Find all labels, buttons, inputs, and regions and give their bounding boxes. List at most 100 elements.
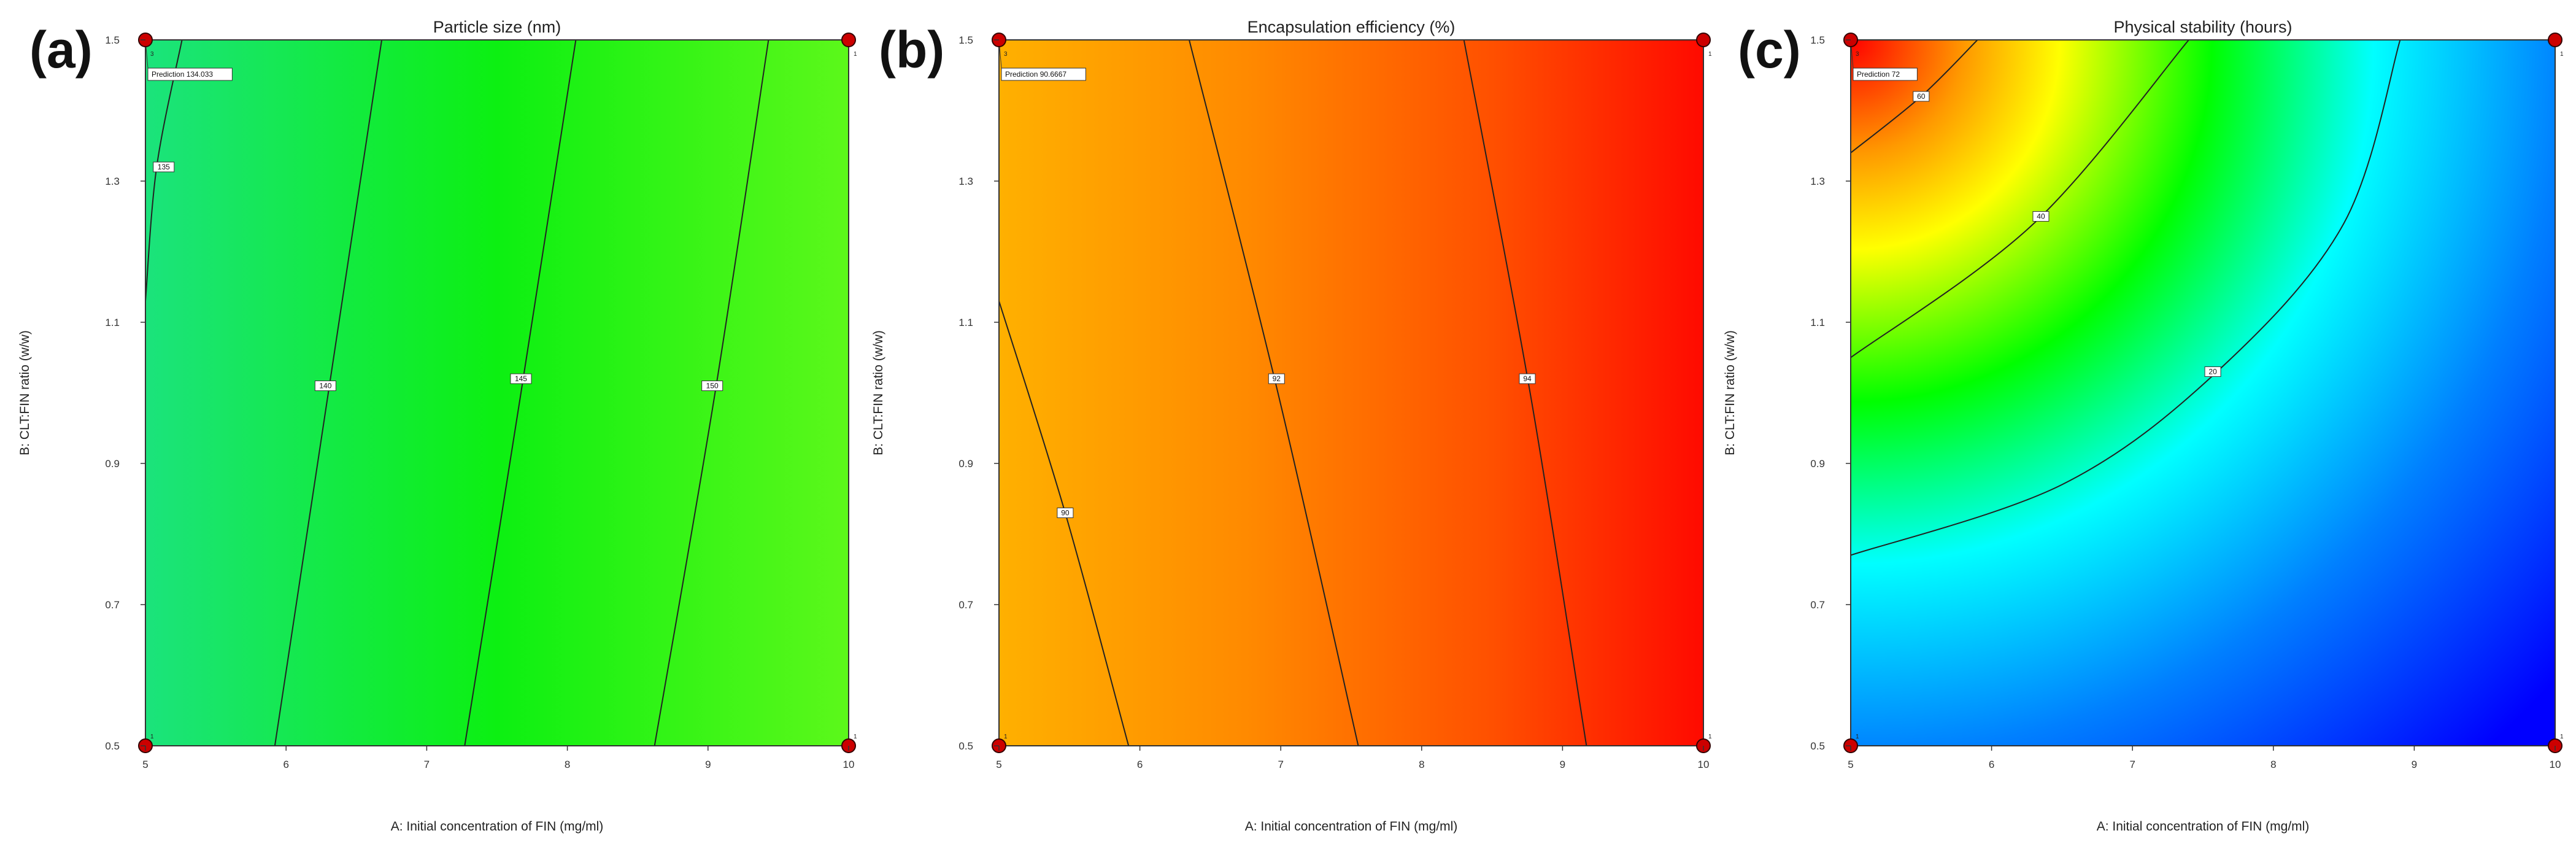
contour-color-field: [145, 40, 849, 746]
contour-label: 40: [2037, 212, 2045, 221]
x-tick-label: 5: [1848, 759, 1853, 770]
prediction-text: Prediction 72: [1857, 70, 1900, 79]
y-axis-label: B: CLT:FIN ratio (w/w): [18, 330, 32, 455]
plot-frame: [998, 39, 1704, 746]
plot-frame: [1850, 39, 2556, 746]
y-axis-label: B: CLT:FIN ratio (w/w): [1723, 330, 1737, 455]
design-point-count: 1: [1708, 51, 1712, 58]
chart-panel-1: 135 140 145 150 Prediction 134.033 3 1 1 1 5 6 7 8 9 1…: [18, 18, 857, 834]
x-axis-label: A: Initial concentration of FIN (mg/ml): [1245, 819, 1458, 834]
chart-title: Physical stability (hours): [2113, 18, 2292, 36]
x-tick-label: 10: [2550, 759, 2561, 770]
y-tick-label: 1.3: [1810, 176, 1825, 187]
contour-label: 140: [319, 382, 331, 390]
contour-label: 92: [1273, 374, 1281, 383]
contour-line-92: [1189, 39, 1359, 746]
design-point-count: 3: [1004, 51, 1008, 58]
design-point-count: 3: [1856, 51, 1859, 58]
y-tick-label: 0.9: [105, 458, 120, 470]
y-tick-label: 1.3: [958, 176, 973, 187]
y-tick-label: 0.7: [958, 599, 973, 611]
contour-label: 60: [1917, 92, 1926, 101]
x-tick-label: 8: [2270, 759, 2276, 770]
y-tick-label: 0.7: [1810, 599, 1825, 611]
chart-title: Particle size (nm): [433, 18, 561, 36]
design-point-count: 3: [150, 51, 154, 58]
x-tick-label: 7: [1278, 759, 1283, 770]
contour-label-box: [510, 373, 532, 384]
x-tick-label: 8: [565, 759, 570, 770]
x-tick-label: 9: [705, 759, 711, 770]
contour-line-150: [654, 39, 769, 746]
x-axis-label: A: Initial concentration of FIN (mg/ml): [391, 819, 604, 834]
contour-line-94: [1463, 39, 1587, 746]
x-tick-label: 6: [283, 759, 288, 770]
chart-title: Encapsulation efficiency (%): [1248, 18, 1456, 36]
contour-color-field: [999, 40, 1703, 746]
y-tick-label: 1.5: [958, 34, 973, 46]
y-tick-label: 0.7: [105, 599, 120, 611]
design-point-count: 1: [1004, 734, 1008, 740]
contour-label-box: [153, 161, 175, 172]
design-point-count: 1: [1708, 734, 1712, 740]
y-tick-label: 1.1: [958, 317, 973, 328]
x-axis-label: A: Initial concentration of FIN (mg/ml): [2097, 819, 2310, 834]
prediction-box: [147, 68, 233, 81]
chart-panel-2: 90 92 94 Prediction 90.6667 3 1 1 1 5 6 7 8 9 10 0.5 0.…: [871, 18, 1712, 834]
x-tick-label: 9: [1560, 759, 1565, 770]
contour-label: 145: [515, 374, 527, 383]
design-point-count: 1: [854, 734, 857, 740]
design-point-count: 1: [2560, 734, 2564, 740]
contour-line-145: [464, 39, 577, 746]
design-point-count: 1: [150, 734, 154, 740]
contour-label-box: [1519, 373, 1536, 384]
contour-label: 20: [2208, 368, 2217, 376]
y-tick-label: 0.9: [958, 458, 973, 470]
y-tick-label: 0.5: [105, 740, 120, 752]
y-axis-label: B: CLT:FIN ratio (w/w): [871, 330, 885, 455]
contour-label-box: [1057, 508, 1074, 518]
y-tick-label: 0.5: [958, 740, 973, 752]
x-tick-label: 6: [1137, 759, 1143, 770]
prediction-text: Prediction 134.033: [152, 70, 213, 79]
contour-label-box: [2204, 366, 2221, 377]
contour-label: 135: [158, 163, 170, 171]
plot-frame: [145, 39, 849, 746]
contour-label: 94: [1523, 374, 1532, 383]
x-tick-label: 10: [1698, 759, 1710, 770]
x-tick-label: 5: [996, 759, 1001, 770]
contour-line-140: [274, 39, 383, 746]
design-point: [2548, 33, 2563, 47]
x-tick-label: 8: [1419, 759, 1424, 770]
contour-label: 90: [1061, 509, 1070, 517]
x-tick-label: 9: [2412, 759, 2417, 770]
contour-label-box: [1268, 373, 1285, 384]
y-tick-label: 0.9: [1810, 458, 1825, 470]
x-tick-label: 5: [142, 759, 148, 770]
panel-letter: (c): [1738, 21, 1801, 79]
design-point-count: 1: [2560, 51, 2564, 58]
y-tick-label: 1.3: [105, 176, 120, 187]
contour-label-box: [314, 381, 336, 391]
x-tick-label: 7: [2129, 759, 2135, 770]
panel-letter: (b): [879, 21, 944, 79]
contour-label-box: [1913, 91, 1930, 102]
y-tick-label: 1.5: [105, 34, 120, 46]
contour-label-box: [2032, 211, 2050, 222]
contour-label: 150: [706, 382, 719, 390]
chart-panel-3: 60 40 20 Prediction 72 3 1 1 1 5 6 7 8 9 10 0.5 0.7 0.9 1…: [1723, 18, 2564, 834]
x-tick-label: 6: [1989, 759, 1994, 770]
panel-letter: (a): [29, 21, 93, 79]
prediction-box: [1853, 68, 1918, 81]
x-tick-label: 7: [424, 759, 430, 770]
design-point-count: 1: [1856, 734, 1859, 740]
y-tick-label: 1.1: [105, 317, 120, 328]
y-tick-label: 1.1: [1810, 317, 1825, 328]
prediction-box: [1001, 68, 1086, 81]
prediction-text: Prediction 90.6667: [1005, 70, 1066, 79]
contour-label-box: [701, 381, 723, 391]
contour-line-40: [1850, 39, 2189, 358]
design-point-count: 1: [854, 51, 857, 58]
contour-color-field: [1851, 40, 2555, 746]
